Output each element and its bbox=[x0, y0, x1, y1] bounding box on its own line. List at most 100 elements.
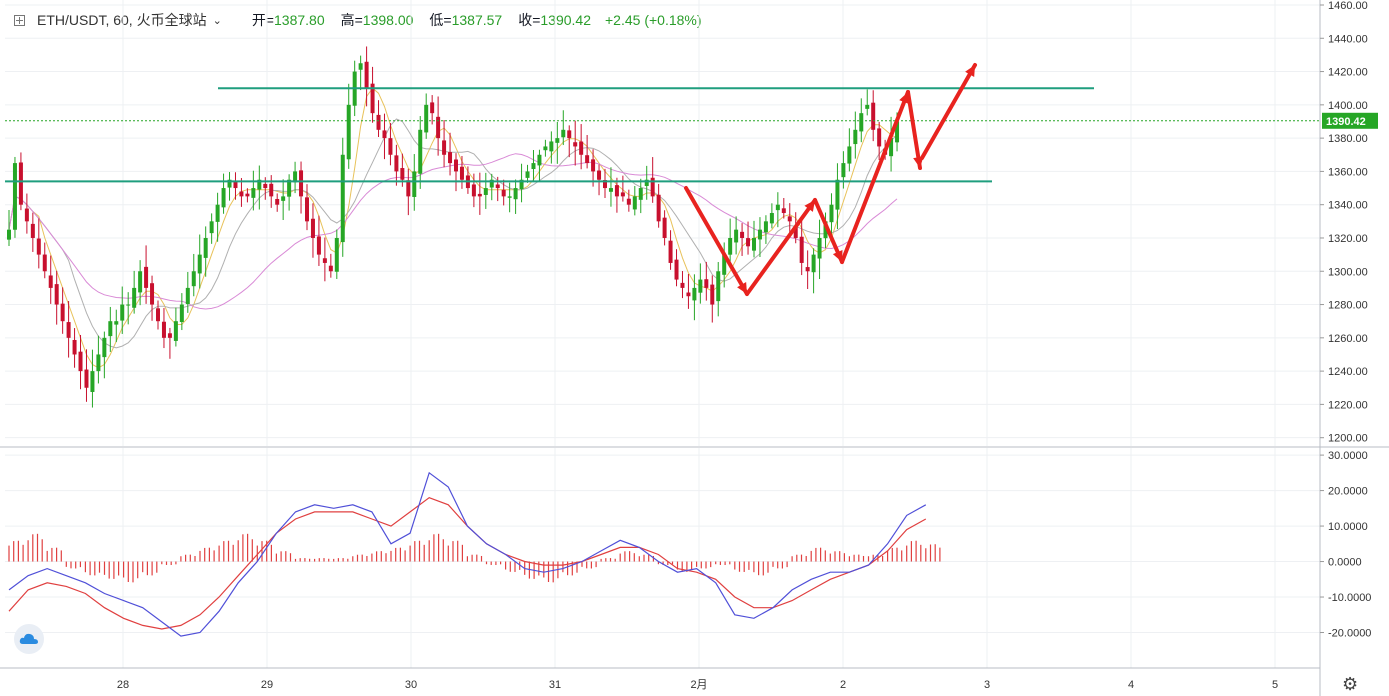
chart-legend: ETH/USDT, 60, 火币全球站 ⌄ 开= 1387.80 高= 1398.00… bbox=[14, 10, 702, 30]
candle-body bbox=[251, 188, 256, 198]
close-label: 收= bbox=[518, 12, 541, 28]
annotation-arrowhead bbox=[965, 65, 975, 77]
x-tick-label: 29 bbox=[261, 679, 273, 691]
candle-body bbox=[740, 231, 745, 238]
candle-body bbox=[144, 266, 149, 288]
candle-body bbox=[608, 188, 613, 192]
open-value: 1387.80 bbox=[274, 12, 325, 28]
candle-body bbox=[877, 128, 882, 147]
y-tick-label: -10.0000 bbox=[1328, 592, 1371, 604]
y-tick-label: 1200.00 bbox=[1328, 433, 1368, 445]
candle-body bbox=[525, 171, 530, 178]
x-tick-label: 3 bbox=[984, 679, 990, 691]
candle-body bbox=[179, 304, 184, 322]
candle-body bbox=[287, 179, 292, 197]
candle-body bbox=[710, 284, 715, 305]
annotation-arrow bbox=[745, 198, 817, 296]
annotation-arrow bbox=[684, 186, 749, 296]
candle-body bbox=[734, 229, 739, 243]
ma-mid-line bbox=[8, 118, 898, 349]
candle-body bbox=[561, 129, 566, 138]
candle-body bbox=[310, 218, 315, 238]
candle-body bbox=[549, 141, 554, 152]
close-value: 1390.42 bbox=[540, 12, 591, 28]
candle-body bbox=[161, 321, 166, 338]
y-tick-label: 1420.00 bbox=[1328, 67, 1368, 79]
candle-body bbox=[835, 179, 840, 210]
candle-body bbox=[305, 197, 309, 222]
candle-body bbox=[895, 121, 900, 143]
candle-body bbox=[84, 369, 89, 388]
candle-body bbox=[853, 129, 858, 145]
candle-body bbox=[841, 163, 846, 178]
candle-body bbox=[829, 204, 834, 223]
y-tick-label: 1400.00 bbox=[1328, 100, 1368, 112]
x-tick-label: 31 bbox=[549, 679, 561, 691]
candle-body bbox=[215, 204, 220, 222]
candle-body bbox=[30, 223, 35, 238]
x-tick-label: 2月 bbox=[690, 679, 707, 691]
candle-body bbox=[12, 163, 17, 230]
candle-body bbox=[7, 229, 11, 240]
candle-body bbox=[632, 196, 637, 210]
y-tick-label: 1260.00 bbox=[1328, 333, 1368, 345]
candle-body bbox=[603, 180, 607, 189]
y-tick-label: 1240.00 bbox=[1328, 366, 1368, 378]
candle-body bbox=[108, 321, 113, 337]
y-tick-label: 30.0000 bbox=[1328, 450, 1368, 462]
candle-body bbox=[591, 159, 596, 172]
candle-body bbox=[132, 287, 137, 308]
candle-body bbox=[334, 237, 339, 272]
candle-body bbox=[746, 238, 751, 247]
candle-body bbox=[430, 102, 435, 114]
candle-body bbox=[388, 138, 393, 155]
macd-dif-line bbox=[8, 471, 927, 637]
candle-body bbox=[775, 204, 780, 211]
candle-body bbox=[167, 333, 172, 338]
candle-body bbox=[650, 177, 655, 197]
candle-body bbox=[316, 236, 321, 255]
candle-body bbox=[769, 213, 774, 224]
candle-body bbox=[233, 181, 238, 189]
candle-body bbox=[543, 146, 548, 151]
candle-body bbox=[245, 193, 250, 197]
candle-body bbox=[412, 171, 417, 197]
candle-body bbox=[489, 179, 494, 188]
candle-body bbox=[793, 226, 798, 238]
gear-icon[interactable]: ⚙ bbox=[1342, 674, 1359, 694]
candle-body bbox=[459, 166, 464, 180]
last-price-label: 1390.42 bbox=[1326, 116, 1366, 128]
plus-square-icon[interactable] bbox=[14, 14, 25, 26]
candle-body bbox=[394, 155, 399, 172]
candle-body bbox=[96, 354, 101, 372]
candle-body bbox=[400, 168, 405, 180]
candle-body bbox=[78, 351, 83, 372]
symbol-label[interactable]: ETH/USDT, 60, 火币全球站 bbox=[37, 12, 207, 28]
candle-body bbox=[620, 192, 625, 197]
y-tick-label: 1360.00 bbox=[1328, 166, 1368, 178]
y-tick-label: -20.0000 bbox=[1328, 628, 1371, 640]
low-value: 1387.57 bbox=[451, 12, 503, 28]
candle-body bbox=[805, 267, 810, 272]
candle-body bbox=[757, 229, 762, 240]
candle-body bbox=[221, 188, 226, 208]
candle-body bbox=[692, 287, 697, 301]
macd-dea-line bbox=[8, 497, 927, 630]
annotation-arrow bbox=[920, 63, 977, 160]
candle-body bbox=[150, 283, 155, 305]
candle-body bbox=[418, 129, 423, 174]
y-tick-label: 1380.00 bbox=[1328, 133, 1368, 145]
candle-body bbox=[656, 194, 661, 222]
annotation-arrow bbox=[813, 198, 844, 264]
candle-body bbox=[126, 304, 131, 306]
candle-body bbox=[728, 237, 733, 255]
candle-body bbox=[680, 282, 685, 288]
candle-body bbox=[156, 308, 160, 322]
tradingview-cloud-icon[interactable] bbox=[14, 624, 44, 654]
candle-body bbox=[263, 183, 268, 189]
candle-body bbox=[322, 258, 327, 263]
candle-body bbox=[698, 279, 703, 293]
annotation-arrow bbox=[840, 90, 910, 264]
chevron-down-icon[interactable]: ⌄ bbox=[212, 14, 222, 27]
